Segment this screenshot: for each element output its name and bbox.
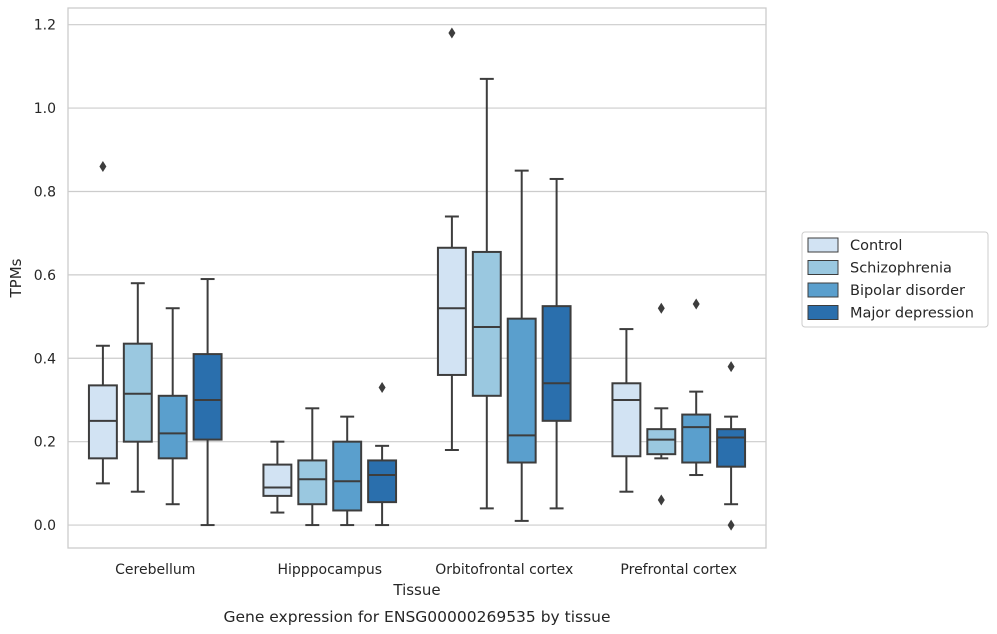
legend-swatch xyxy=(807,282,839,298)
outlier-point xyxy=(727,361,735,373)
iqr-box xyxy=(122,342,153,443)
box-major-depression xyxy=(367,381,398,527)
box-major-depression xyxy=(192,278,223,527)
iqr-box xyxy=(297,459,328,506)
outlier-point xyxy=(727,519,735,531)
outlier-point xyxy=(692,298,700,310)
legend: Control Schizophrenia Bipolar disorder Majo… xyxy=(801,231,989,328)
iqr-box xyxy=(506,317,537,464)
iqr-box xyxy=(471,250,502,397)
legend-items: Control Schizophrenia Bipolar disorder Majo… xyxy=(807,237,974,322)
legend-swatch xyxy=(807,305,839,320)
box-major-depression xyxy=(716,361,747,531)
iqr-box xyxy=(436,246,467,376)
x-tick-label: Hipppocampus xyxy=(277,562,382,578)
x-axis-label: Tissue xyxy=(392,581,440,599)
box-schizophrenia xyxy=(471,77,502,510)
outlier-point xyxy=(657,494,665,506)
legend-label: Schizophrenia xyxy=(850,261,952,277)
legend-swatch xyxy=(807,260,839,275)
box-major-depression xyxy=(541,177,572,510)
legend-frame xyxy=(801,231,989,328)
plot-area-frame xyxy=(67,7,767,549)
box-groups xyxy=(87,27,747,531)
box-bipolar-disorder xyxy=(506,169,537,522)
y-tick-label: 1.0 xyxy=(34,101,56,117)
box-schizophrenia xyxy=(297,407,328,527)
y-tick-labels: 0.0 0.2 0.4 0.6 0.8 1.0 1.2 xyxy=(34,18,56,534)
iqr-box xyxy=(681,413,712,464)
x-tick-label: Prefrontal cortex xyxy=(620,562,737,578)
iqr-box xyxy=(87,384,118,460)
outlier-point xyxy=(99,160,107,172)
iqr-box xyxy=(157,394,188,460)
legend-label: Bipolar disorder xyxy=(850,283,965,299)
box-control xyxy=(262,440,293,514)
y-tick-label: 0.6 xyxy=(34,268,56,284)
outlier-point xyxy=(378,381,386,393)
figure-caption: Gene expression for ENSG00000269535 by t… xyxy=(223,608,610,626)
legend-label: Major depression xyxy=(850,306,974,322)
legend-label: Control xyxy=(850,238,902,254)
y-tick-label: 0.0 xyxy=(34,518,56,534)
y-axis-label: TPMs xyxy=(7,258,25,298)
y-tick-label: 0.8 xyxy=(34,184,56,200)
y-tick-label: 1.2 xyxy=(34,18,56,34)
y-tick-label: 0.2 xyxy=(34,435,56,451)
iqr-box xyxy=(541,305,572,422)
iqr-box xyxy=(716,428,747,468)
x-tick-label: Orbitofrontal cortex xyxy=(435,562,573,578)
y-tick-label: 0.4 xyxy=(34,351,56,367)
iqr-box xyxy=(611,382,642,458)
outlier-point xyxy=(657,302,665,314)
box-control xyxy=(611,328,642,493)
box-control xyxy=(87,160,118,485)
iqr-box xyxy=(332,440,363,512)
iqr-box xyxy=(646,428,677,456)
x-tick-labels: Cerebellum Hipppocampus Orbitofrontal cort… xyxy=(115,562,737,578)
box-control xyxy=(436,27,467,452)
box-bipolar-disorder xyxy=(681,298,712,477)
iqr-box xyxy=(262,463,293,497)
outlier-point xyxy=(448,27,456,39)
legend-swatch xyxy=(807,237,839,253)
box-bipolar-disorder xyxy=(332,415,363,527)
box-schizophrenia xyxy=(122,282,153,493)
box-bipolar-disorder xyxy=(157,307,188,506)
iqr-box xyxy=(192,353,223,441)
box-schizophrenia xyxy=(646,302,677,506)
iqr-box xyxy=(367,459,398,504)
x-tick-label: Cerebellum xyxy=(115,562,195,578)
